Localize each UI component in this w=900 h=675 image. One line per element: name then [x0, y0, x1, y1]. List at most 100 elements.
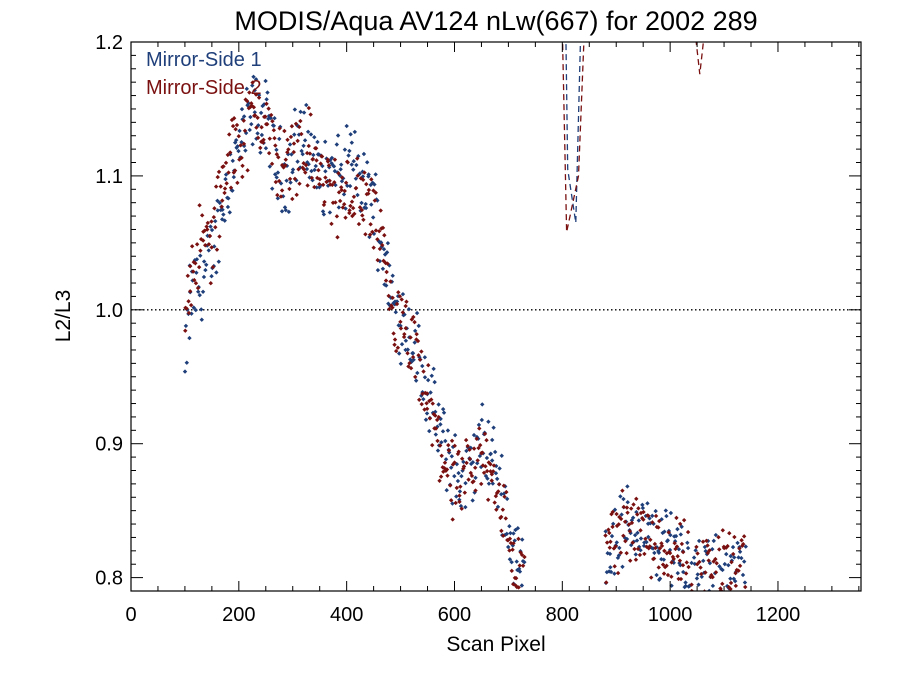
data-point-mirror-side-2	[681, 517, 687, 523]
data-point-mirror-side-1	[349, 140, 355, 145]
data-point-mirror-side-2	[606, 527, 611, 532]
data-point-mirror-side-1	[403, 338, 409, 343]
y-tick-label: 0.8	[95, 568, 123, 590]
data-point-mirror-side-1	[199, 317, 204, 322]
data-point-mirror-side-2	[234, 122, 240, 128]
data-point-mirror-side-2	[213, 225, 218, 230]
data-point-mirror-side-2	[355, 173, 360, 178]
data-point-mirror-side-1	[301, 143, 306, 148]
data-point-mirror-side-1	[698, 607, 702, 611]
data-point-mirror-side-1	[476, 422, 482, 428]
data-point-mirror-side-2	[337, 198, 343, 204]
data-point-mirror-side-2	[613, 544, 618, 549]
data-point-mirror-side-2	[611, 546, 617, 551]
data-point-mirror-side-2	[345, 160, 350, 165]
data-point-mirror-side-2	[496, 489, 501, 494]
data-point-mirror-side-1	[635, 530, 640, 536]
data-point-mirror-side-2	[252, 113, 258, 118]
data-point-mirror-side-2	[670, 554, 676, 560]
data-point-mirror-side-1	[603, 529, 608, 534]
data-point-mirror-side-1	[206, 248, 211, 253]
data-point-mirror-side-1	[656, 550, 662, 555]
data-point-mirror-side-2	[660, 562, 666, 567]
data-point-mirror-side-2	[218, 184, 223, 189]
data-point-mirror-side-2	[445, 473, 450, 478]
data-point-mirror-side-1	[414, 310, 420, 316]
data-point-mirror-side-1	[514, 559, 519, 564]
data-point-mirror-side-1	[312, 135, 317, 140]
data-point-mirror-side-1	[413, 378, 419, 383]
data-point-mirror-side-1	[249, 121, 254, 127]
data-point-mirror-side-1	[214, 270, 219, 275]
data-point-mirror-side-1	[645, 501, 650, 506]
data-point-mirror-side-1	[433, 432, 439, 437]
data-point-mirror-side-2	[387, 306, 392, 312]
data-point-mirror-side-2	[614, 511, 619, 517]
data-point-mirror-side-2	[507, 536, 513, 541]
data-point-mirror-side-1	[322, 139, 328, 144]
data-point-mirror-side-2	[622, 519, 628, 524]
data-point-mirror-side-2	[198, 248, 203, 253]
data-point-mirror-side-1	[659, 517, 664, 522]
data-point-mirror-side-1	[264, 97, 269, 102]
data-point-mirror-side-2	[373, 228, 379, 233]
data-point-mirror-side-2	[392, 337, 398, 342]
data-point-mirror-side-1	[614, 540, 619, 545]
data-point-mirror-side-2	[429, 397, 434, 402]
data-point-mirror-side-2	[733, 583, 739, 589]
data-point-mirror-side-1	[198, 253, 203, 258]
data-point-mirror-side-2	[352, 211, 357, 217]
data-point-mirror-side-2	[263, 114, 268, 119]
data-point-mirror-side-2	[516, 536, 521, 542]
data-point-mirror-side-2	[421, 369, 426, 374]
data-point-mirror-side-2	[316, 168, 321, 173]
data-point-mirror-side-1	[650, 513, 655, 519]
data-point-mirror-side-2	[194, 242, 200, 247]
data-point-mirror-side-2	[480, 450, 485, 455]
data-point-mirror-side-2	[288, 134, 294, 140]
data-point-mirror-side-1	[488, 451, 493, 456]
data-point-mirror-side-1	[452, 473, 457, 479]
data-point-mirror-side-1	[393, 310, 398, 315]
data-point-mirror-side-1	[209, 227, 215, 233]
data-point-mirror-side-1	[272, 172, 278, 177]
data-point-mirror-side-1	[714, 602, 718, 606]
data-point-mirror-side-2	[226, 170, 231, 175]
data-point-mirror-side-2	[228, 150, 233, 155]
data-point-mirror-side-2	[435, 438, 440, 444]
data-point-mirror-side-1	[448, 465, 454, 470]
data-point-mirror-side-2	[216, 169, 222, 175]
data-point-mirror-side-1	[243, 148, 248, 153]
data-point-mirror-side-1	[722, 600, 726, 604]
data-point-mirror-side-2	[728, 586, 733, 591]
data-point-mirror-side-2	[456, 449, 461, 454]
data-point-mirror-side-1	[619, 512, 624, 517]
data-point-mirror-side-1	[436, 402, 441, 407]
data-point-mirror-side-2	[657, 518, 662, 524]
data-point-mirror-side-1	[349, 162, 354, 167]
data-point-mirror-side-1	[344, 123, 349, 129]
data-point-mirror-side-2	[741, 541, 746, 547]
data-point-mirror-side-2	[656, 525, 661, 530]
data-point-mirror-side-1	[420, 363, 425, 369]
data-point-mirror-side-2	[398, 319, 403, 325]
data-point-mirror-side-1	[646, 534, 651, 540]
data-point-mirror-side-2	[213, 184, 219, 189]
data-point-mirror-side-2	[261, 137, 266, 142]
data-point-mirror-side-2	[266, 106, 271, 111]
data-point-mirror-side-2	[415, 338, 421, 344]
data-point-mirror-side-2	[190, 269, 196, 274]
data-point-mirror-side-2	[273, 179, 279, 185]
data-point-mirror-side-2	[735, 602, 739, 606]
data-point-mirror-side-1	[475, 461, 480, 466]
data-point-mirror-side-2	[250, 80, 255, 85]
data-point-mirror-side-1	[509, 559, 514, 565]
data-point-mirror-side-2	[285, 150, 290, 155]
data-point-mirror-side-1	[741, 559, 747, 564]
data-point-mirror-side-1	[456, 470, 461, 476]
data-point-mirror-side-2	[430, 401, 435, 406]
data-point-mirror-side-2	[437, 478, 442, 484]
data-point-mirror-side-2	[461, 464, 467, 469]
data-point-mirror-side-1	[499, 453, 504, 458]
data-point-mirror-side-2	[697, 559, 702, 565]
